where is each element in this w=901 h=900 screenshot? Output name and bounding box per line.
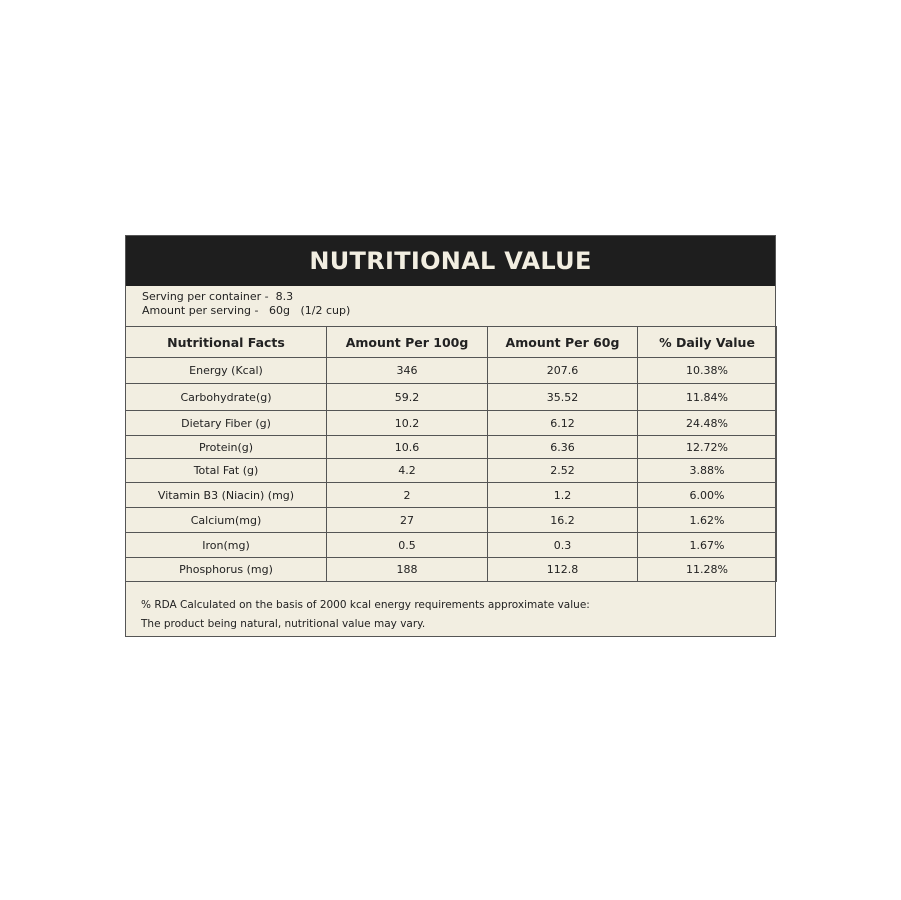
table-cell: 10.2 <box>326 410 488 436</box>
table-row: Phosphorus (mg) 188 112.8 11.28% <box>125 557 777 582</box>
table-cell: 10.38% <box>637 357 777 384</box>
table-cell: 12.72% <box>637 435 777 459</box>
column-header: Amount Per 100g <box>326 326 488 358</box>
table-cell: 3.88% <box>637 458 777 483</box>
table-cell: 10.6 <box>326 435 488 459</box>
table-row: Iron(mg) 0.5 0.3 1.67% <box>125 532 777 558</box>
nutrition-card: NUTRITIONAL VALUE Serving per container … <box>125 235 777 637</box>
table-cell: 2.52 <box>487 458 638 483</box>
title: NUTRITIONAL VALUE <box>126 236 775 286</box>
table-cell: 346 <box>326 357 488 384</box>
table-cell: Vitamin B3 (Niacin) (mg) <box>125 482 327 508</box>
table-row: Total Fat (g) 4.2 2.52 3.88% <box>125 458 777 483</box>
footnote: % RDA Calculated on the basis of 2000 kc… <box>126 582 775 634</box>
table-row: Protein(g) 10.6 6.36 12.72% <box>125 435 777 459</box>
table-cell: 1.62% <box>637 507 777 533</box>
serving-info: Serving per container - 8.3 Amount per s… <box>126 286 775 326</box>
table-cell: Energy (Kcal) <box>125 357 327 384</box>
table-cell: 207.6 <box>487 357 638 384</box>
table-cell: 59.2 <box>326 383 488 411</box>
table-row: Energy (Kcal) 346 207.6 10.38% <box>125 357 777 384</box>
table-cell: 11.84% <box>637 383 777 411</box>
footnote-line: % RDA Calculated on the basis of 2000 kc… <box>141 599 590 611</box>
table-cell: 188 <box>326 557 488 582</box>
table-row: Vitamin B3 (Niacin) (mg) 2 1.2 6.00% <box>125 482 777 508</box>
table-cell: 1.2 <box>487 482 638 508</box>
column-header: Nutritional Facts <box>125 326 327 358</box>
table-cell: 27 <box>326 507 488 533</box>
amount-per-serving: Amount per serving - 60g (1/2 cup) <box>142 304 351 317</box>
table-cell: 35.52 <box>487 383 638 411</box>
table-cell: 4.2 <box>326 458 488 483</box>
table-cell: Phosphorus (mg) <box>125 557 327 582</box>
nutrition-table: Nutritional Facts Amount Per 100g Amount… <box>125 326 777 582</box>
table-cell: Iron(mg) <box>125 532 327 558</box>
table-cell: 24.48% <box>637 410 777 436</box>
table-cell: Carbohydrate(g) <box>125 383 327 411</box>
table-cell: 2 <box>326 482 488 508</box>
table-cell: 112.8 <box>487 557 638 582</box>
table-row: Dietary Fiber (g) 10.2 6.12 24.48% <box>125 410 777 436</box>
table-cell: 11.28% <box>637 557 777 582</box>
table-cell: 6.00% <box>637 482 777 508</box>
table-cell: 0.3 <box>487 532 638 558</box>
table-cell: Protein(g) <box>125 435 327 459</box>
serving-per-container: Serving per container - 8.3 <box>142 290 294 303</box>
table-cell: Total Fat (g) <box>125 458 327 483</box>
table-row: Carbohydrate(g) 59.2 35.52 11.84% <box>125 383 777 411</box>
table-cell: 16.2 <box>487 507 638 533</box>
footnote-line: The product being natural, nutritional v… <box>141 618 426 630</box>
column-header: % Daily Value <box>637 326 777 358</box>
table-cell: 1.67% <box>637 532 777 558</box>
table-row: Calcium(mg) 27 16.2 1.62% <box>125 507 777 533</box>
table-cell: Calcium(mg) <box>125 507 327 533</box>
table-cell: Dietary Fiber (g) <box>125 410 327 436</box>
table-cell: 0.5 <box>326 532 488 558</box>
header-row: Nutritional Facts Amount Per 100g Amount… <box>125 326 777 358</box>
table-cell: 6.36 <box>487 435 638 459</box>
column-header: Amount Per 60g <box>487 326 638 358</box>
table-cell: 6.12 <box>487 410 638 436</box>
